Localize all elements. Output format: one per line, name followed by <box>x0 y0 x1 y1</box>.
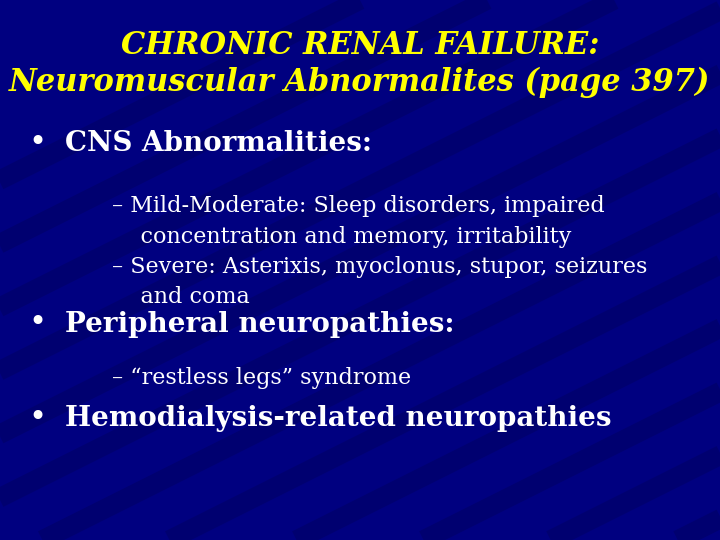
Text: •: • <box>29 127 47 159</box>
Text: – “restless legs” syndrome: – “restless legs” syndrome <box>112 367 410 389</box>
Text: – Severe: Asterixis, myoclonus, stupor, seizures
    and coma: – Severe: Asterixis, myoclonus, stupor, … <box>112 256 647 308</box>
Text: •: • <box>29 403 47 434</box>
Text: Hemodialysis-related neuropathies: Hemodialysis-related neuropathies <box>65 405 611 432</box>
Text: CNS Abnormalities:: CNS Abnormalities: <box>65 130 372 157</box>
Text: CHRONIC RENAL FAILURE:: CHRONIC RENAL FAILURE: <box>121 30 599 62</box>
Text: Peripheral neuropathies:: Peripheral neuropathies: <box>65 310 454 338</box>
Text: •: • <box>29 308 47 340</box>
Text: – Mild-Moderate: Sleep disorders, impaired
    concentration and memory, irritab: – Mild-Moderate: Sleep disorders, impair… <box>112 195 604 248</box>
Text: Neuromuscular Abnormalites (page 397): Neuromuscular Abnormalites (page 397) <box>9 66 711 98</box>
